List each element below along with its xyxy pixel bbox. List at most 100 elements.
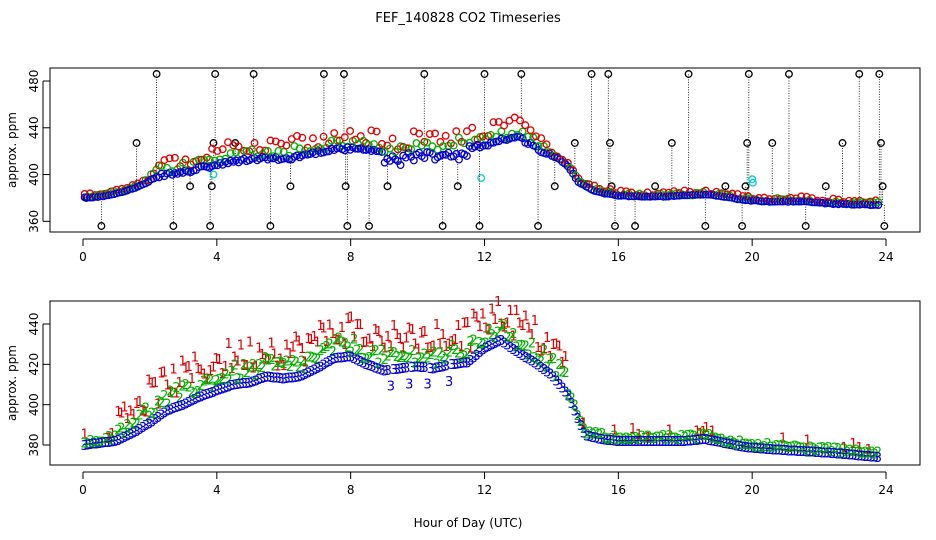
series-3-point: 3 <box>822 446 830 461</box>
series-3-point: 3 <box>791 445 799 460</box>
series-1-point: 1 <box>506 304 514 319</box>
series-3-point: 3 <box>669 435 677 450</box>
series-2-point: 2 <box>179 379 187 394</box>
series-2-point: 2 <box>690 430 698 445</box>
series-3-point: 3 <box>482 342 490 357</box>
series-2-point: 2 <box>433 358 441 373</box>
series-2-point: 2 <box>356 343 364 358</box>
black-spike-point <box>550 182 559 191</box>
series-3-point: 3 <box>200 389 208 404</box>
series-2-point: 2 <box>93 435 101 450</box>
series-3-point: 3 <box>433 362 441 377</box>
y-tick-label: 440 <box>27 313 41 336</box>
series-2-point: 2 <box>381 353 389 368</box>
series-2-point: 2 <box>148 406 156 421</box>
series-2-point: 2 <box>154 394 162 409</box>
series-3-point: 3 <box>613 435 621 450</box>
series-1-point: 1 <box>666 423 674 438</box>
series-3-point: 3 <box>301 368 309 383</box>
series-3-point: 3 <box>754 442 762 457</box>
series-3-point: 3 <box>463 356 471 371</box>
series-2-point: 2 <box>145 409 153 424</box>
series-2-point: 2 <box>130 416 138 431</box>
series-3-point: 3 <box>454 357 462 372</box>
series-2-point: 2 <box>341 336 349 351</box>
blue-series-point <box>152 173 161 182</box>
series-3-point: 3 <box>586 430 594 445</box>
red-series-point <box>229 141 238 150</box>
series-3-point: 3 <box>234 378 242 393</box>
black-spike-point <box>570 139 579 147</box>
series-2-point: 2 <box>384 349 392 364</box>
series-2-point: 2 <box>237 372 245 387</box>
series-3-point: 3 <box>528 355 536 370</box>
series-2-point: 2 <box>555 358 563 373</box>
series-2-point: 2 <box>705 428 713 443</box>
series-3-point: 3 <box>515 347 523 362</box>
series-3-point: 3 <box>469 351 477 366</box>
series-1-point: 1 <box>375 325 383 340</box>
green-series-point <box>439 142 447 151</box>
series-2-point: 2 <box>319 342 327 357</box>
series-3-point: 3 <box>497 334 505 349</box>
series-3-point: 3 <box>828 447 836 462</box>
red-series-point <box>441 131 450 140</box>
series-3-point: 3 <box>494 336 502 351</box>
green-series-point <box>433 145 442 154</box>
series-2-point: 2 <box>751 440 759 455</box>
series-1-point: 1 <box>558 356 566 371</box>
series-2-point: 2 <box>791 439 799 454</box>
series-3-point: 3 <box>868 450 876 465</box>
series-3-point: 3 <box>500 336 508 351</box>
series-1-point: 1 <box>540 342 548 357</box>
series-3-point: 3 <box>166 403 174 418</box>
series-1-point: 1 <box>359 336 367 351</box>
series-2-point: 2 <box>598 427 606 442</box>
series-1-point: 1 <box>378 335 386 350</box>
series-1-point: 1 <box>332 333 340 348</box>
blue-series-point <box>643 192 652 201</box>
series-1-point: 1 <box>326 319 334 334</box>
series-2-point: 2 <box>543 361 551 376</box>
series-1-point: 1 <box>693 425 701 440</box>
series-1-point: 1 <box>466 342 474 357</box>
series-3-point: 3 <box>411 361 419 376</box>
series-2-point: 2 <box>623 431 631 446</box>
x-axis-label: Hour of Day (UTC) <box>414 516 523 530</box>
series-3-point: 3 <box>99 437 107 452</box>
series-3-point: 3 <box>751 442 759 457</box>
series-2-point: 2 <box>822 442 830 457</box>
red-series-point <box>516 116 524 125</box>
series-2-point: 2 <box>99 435 107 450</box>
series-3-point: 3 <box>350 352 358 367</box>
series-2-point: 2 <box>353 344 361 359</box>
series-2-point: 2 <box>601 432 609 447</box>
series-1-point: 1 <box>644 431 652 446</box>
series-2-point: 2 <box>322 340 330 355</box>
series-3-point: 3 <box>843 448 851 463</box>
series-3-point: 3 <box>837 448 845 463</box>
red-series-point <box>500 121 509 130</box>
series-2-point: 2 <box>439 350 447 365</box>
series-1-point: 1 <box>417 326 425 341</box>
series-2-point: 2 <box>855 445 863 460</box>
top-black-spikes <box>82 70 889 230</box>
series-3-point: 3 <box>794 445 802 460</box>
series-1-point: 1 <box>228 362 236 377</box>
series-2-point: 2 <box>408 344 416 359</box>
series-2-point: 2 <box>185 381 193 396</box>
series-3-point: 3 <box>356 355 364 370</box>
series-1-point: 1 <box>277 352 285 367</box>
series-3-point: 3 <box>739 441 747 456</box>
series-2-point: 2 <box>672 431 680 446</box>
series-2-point: 2 <box>632 431 640 446</box>
series-3-point: 3 <box>730 439 738 454</box>
series-1-point: 1 <box>537 345 545 360</box>
red-series-point <box>165 154 174 163</box>
series-3-point: 3 <box>757 442 765 457</box>
series-3-point: 3 <box>727 438 735 453</box>
series-2-point: 2 <box>313 353 321 368</box>
series-1-point: 1 <box>218 367 226 382</box>
red-series-point <box>298 133 307 142</box>
series-3-point: 3 <box>678 435 686 450</box>
